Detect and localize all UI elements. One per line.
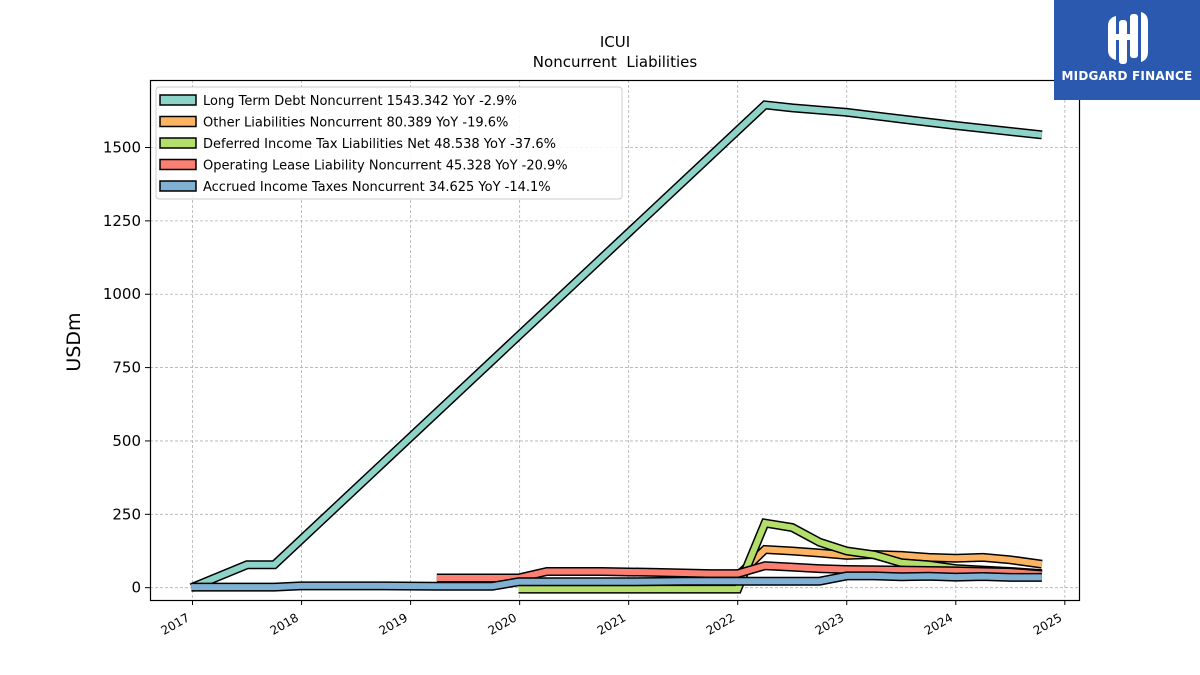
chart-subtitle: Noncurrent Liabilities [533, 53, 698, 71]
plot-area-frame [149, 79, 1081, 602]
x-tick-label: 2021 [595, 610, 628, 637]
legend-entry: Operating Lease Liability Noncurrent 45.… [203, 159, 568, 174]
x-tick-label: 2018 [268, 610, 301, 637]
x-tick-label: 2022 [704, 610, 737, 637]
legend: Long Term Debt Noncurrent 1543.342 YoY -… [155, 86, 623, 200]
series-layer [189, 100, 1043, 594]
x-tick-label: 2017 [159, 610, 192, 637]
y-tick-label: 1000 [103, 285, 141, 303]
logo-text: MIDGARD FINANCE [1061, 69, 1193, 83]
y-axis-label: USDm [63, 312, 85, 371]
legend-box [155, 86, 623, 200]
x-axis: 2017 2018 2019 2020 2021 2022 2023 2024 2025 [159, 600, 1066, 638]
series-line-5 [191, 572, 1042, 591]
x-tick-label: 2025 [1031, 610, 1064, 637]
y-tick-label: 1250 [103, 212, 141, 230]
midgard-logo-icon [1108, 12, 1148, 64]
series-line-4 [436, 562, 1043, 581]
x-tick-label: 2019 [377, 610, 410, 637]
x-tick-label: 2020 [486, 610, 519, 637]
x-tick-label: 2024 [922, 610, 955, 637]
midgard-finance-logo: MIDGARD FINANCE [1054, 0, 1200, 100]
y-axis: 0 250 500 750 1000 1250 1500 [103, 138, 150, 597]
y-tick-label: 500 [112, 432, 141, 450]
y-tick-label: 750 [112, 359, 141, 377]
legend-entry: Deferred Income Tax Liabilities Net 48.5… [203, 137, 556, 152]
y-tick-label: 0 [131, 579, 141, 597]
legend-entry: Other Liabilities Noncurrent 80.389 YoY … [203, 116, 508, 131]
legend-swatch [159, 94, 197, 106]
y-tick-label: 250 [112, 505, 141, 523]
legend-entry: Long Term Debt Noncurrent 1543.342 YoY -… [203, 94, 517, 109]
legend-swatch [159, 158, 197, 171]
chart-title: ICUI [600, 33, 630, 51]
legend-swatch [159, 137, 197, 149]
legend-swatch [159, 180, 197, 192]
series-line-1 [190, 101, 1043, 591]
legend-swatch [159, 115, 197, 128]
y-tick-label: 1500 [103, 138, 141, 156]
legend-entry: Accrued Income Taxes Noncurrent 34.625 Y… [203, 180, 551, 195]
x-tick-label: 2023 [813, 610, 846, 637]
